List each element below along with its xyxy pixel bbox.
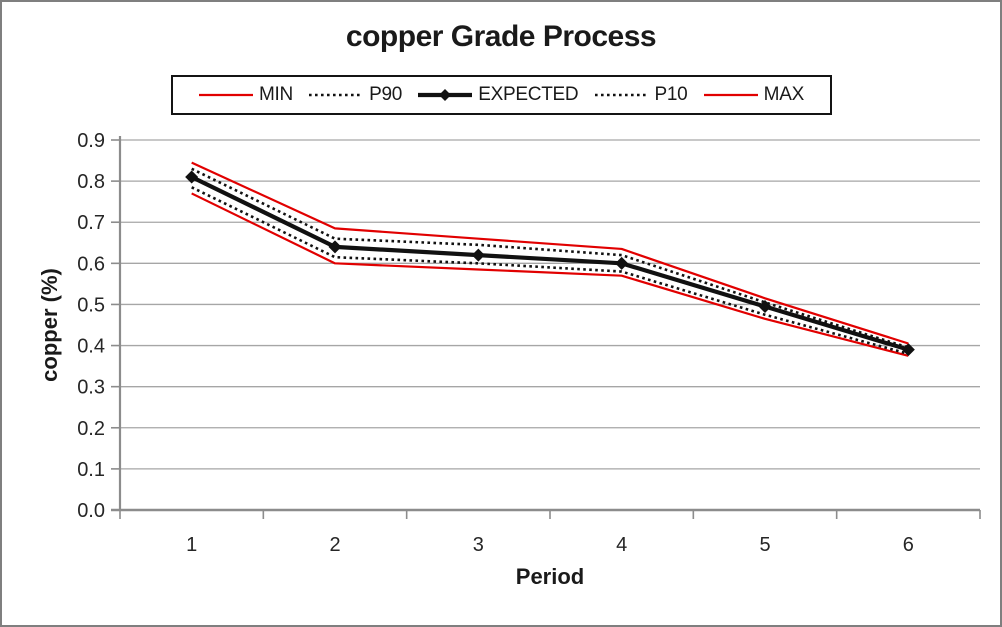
y-tick-label: 0.6	[77, 253, 105, 275]
y-tick-label: 0.9	[77, 130, 105, 152]
legend-swatch	[199, 93, 253, 97]
legend-item-p90: P90	[309, 84, 402, 106]
legend-item-min: MIN	[199, 84, 293, 106]
legend-label: MIN	[259, 84, 293, 105]
x-tick-label: 3	[473, 534, 484, 556]
series-p10	[191, 186, 909, 356]
y-tick-labels: 0.0 0.1 0.2 0.3 0.4 0.5 0.6 0.7 0.8 0.9	[77, 130, 105, 522]
legend: MIN P90 EXPECTED P10 MAX	[171, 75, 832, 115]
y-tick-label: 0.4	[77, 336, 105, 358]
y-axis-title: copper (%)	[37, 268, 62, 382]
diamond-marker	[901, 343, 915, 357]
y-tick-label: 0.3	[77, 377, 105, 399]
y-tick-label: 0.5	[77, 294, 105, 316]
legend-label: MAX	[763, 84, 805, 105]
x-tick-label: 5	[759, 534, 770, 556]
x-tick-label: 6	[903, 534, 914, 556]
y-tick-label: 0.0	[77, 500, 105, 522]
axis-ticks	[111, 139, 981, 519]
chart-title: copper Grade Process	[345, 20, 657, 53]
gridlines	[120, 139, 980, 470]
y-tick-label: 0.7	[77, 212, 105, 234]
diamond-marker	[615, 256, 629, 270]
series-line	[190, 175, 909, 352]
diamond-marker	[471, 248, 485, 262]
legend-item-expected: EXPECTED	[418, 84, 579, 106]
diamond-marker	[185, 170, 199, 184]
legend-item-max: MAX	[703, 84, 805, 106]
legend-label: EXPECTED	[478, 84, 579, 105]
legend-label: P90	[369, 84, 403, 105]
legend-label: P10	[654, 84, 688, 105]
x-tick-labels: 1 2 3 4 5 6	[186, 534, 914, 556]
legend-item-p10: P10	[594, 84, 688, 106]
series-max	[191, 161, 909, 345]
series-min	[191, 192, 909, 357]
x-tick-label: 2	[329, 534, 340, 556]
x-tick-label: 4	[616, 534, 627, 556]
series-expected	[185, 170, 915, 357]
x-tick-label: 1	[186, 534, 197, 556]
legend-swatch	[703, 93, 758, 97]
series-line	[191, 186, 909, 356]
series-p90	[191, 167, 909, 349]
y-tick-label: 0.1	[77, 459, 105, 481]
legend-diamond-marker	[439, 89, 452, 101]
diamond-marker	[328, 240, 342, 254]
diamond-marker	[758, 300, 772, 313]
series-line	[191, 167, 909, 349]
y-tick-label: 0.8	[77, 171, 105, 193]
series-line	[191, 161, 909, 345]
legend-swatch	[418, 89, 473, 101]
y-tick-label: 0.2	[77, 418, 105, 440]
x-axis-title: Period	[515, 564, 585, 589]
series-line	[191, 192, 909, 357]
